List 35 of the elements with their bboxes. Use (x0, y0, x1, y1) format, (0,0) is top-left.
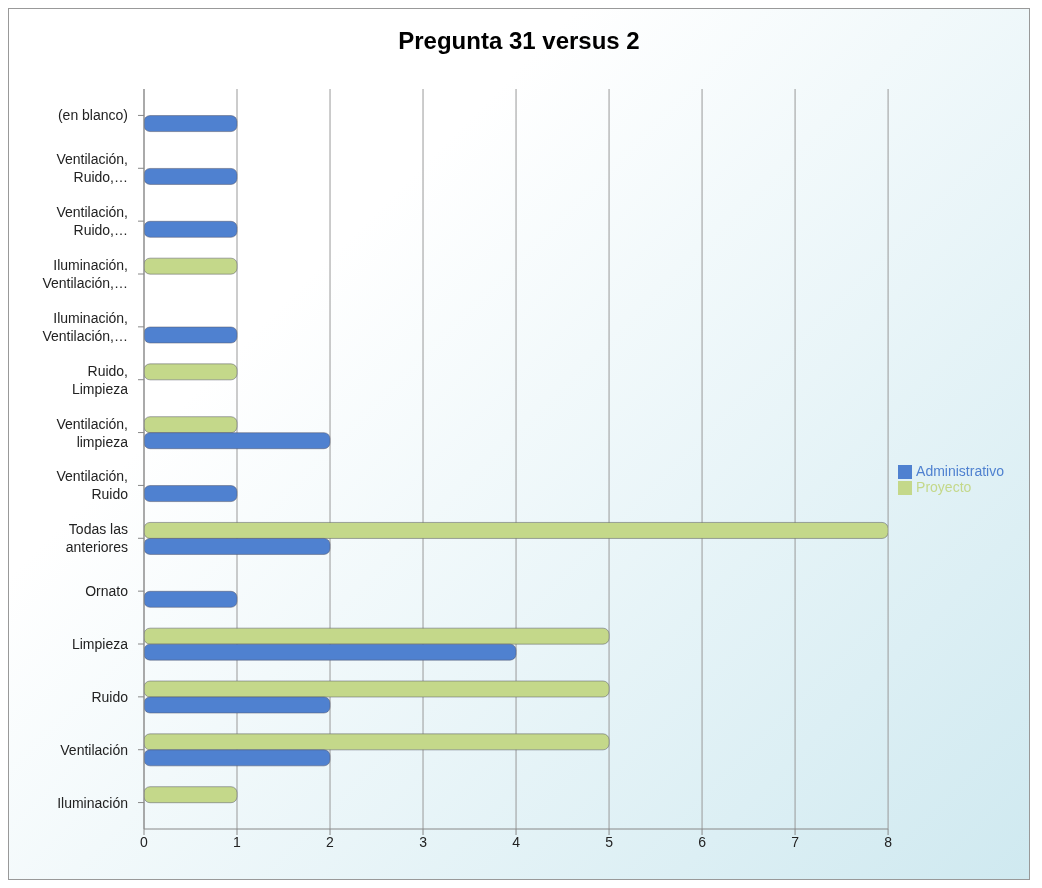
y-tick-label: Ruido, Limpieza (71, 362, 129, 397)
x-tick-label: 8 (884, 833, 893, 850)
y-tick-label: Ventilación, Ruido,… (56, 151, 128, 186)
bar (144, 591, 238, 608)
y-tick-label: Ruido (91, 688, 129, 705)
bar (144, 326, 238, 344)
bar (144, 221, 238, 238)
y-tick-label: Iluminación (57, 794, 128, 811)
x-tick-label: 5 (605, 833, 614, 850)
y-tick-label: Iluminación, Ventilación,… (42, 309, 128, 344)
y-tick-label: Ornato (85, 583, 129, 600)
y-tick-label: (en blanco) (57, 107, 128, 124)
y-tick-label: Ventilación, Ruido (56, 468, 129, 503)
legend-label: Administrativo (916, 462, 1004, 479)
x-tick-label: 4 (512, 833, 521, 850)
bar (144, 257, 238, 275)
bar (144, 168, 238, 185)
x-tick-label: 6 (698, 833, 707, 850)
y-tick-label: Ventilación (60, 741, 128, 758)
x-tick-label: 0 (140, 833, 149, 850)
y-tick-label: Todas las anteriores (65, 521, 128, 556)
x-tick-label: 2 (326, 833, 335, 850)
bar (144, 363, 238, 381)
x-tick-label: 3 (419, 833, 428, 850)
x-tick-label: 7 (791, 833, 800, 850)
bar (144, 115, 238, 132)
y-tick-label: Ventilación, limpieza (56, 415, 129, 450)
bar (144, 485, 238, 502)
legend-label: Proyecto (916, 479, 972, 495)
y-tick-label: Iluminación, Ventilación,… (42, 257, 128, 291)
bar (144, 786, 238, 803)
x-tick-label: 1 (233, 833, 242, 850)
y-tick-label: Limpieza (71, 636, 129, 652)
chart-title: Pregunta 31 versus 2 (397, 26, 641, 56)
y-tick-label: Ventilación, Ruido,… (56, 204, 128, 239)
